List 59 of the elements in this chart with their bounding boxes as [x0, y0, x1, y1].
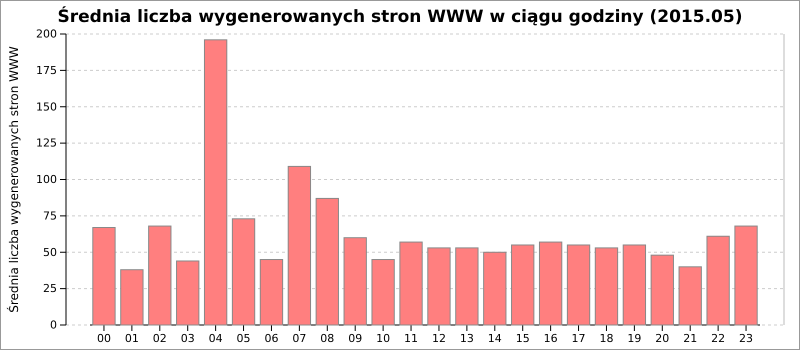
x-tick-label: 09 — [348, 332, 362, 345]
bar — [538, 242, 562, 326]
bar — [650, 254, 674, 326]
bar — [622, 244, 646, 326]
x-tick-label: 20 — [655, 332, 670, 345]
x-tick-label: 19 — [627, 332, 642, 345]
y-tick-label: 25 — [43, 282, 57, 296]
y-axis-title: Średnia liczba wygenerowanych stron WWW — [6, 46, 21, 313]
bar — [399, 242, 423, 326]
x-tick-label: 04 — [208, 332, 223, 345]
x-tick-label: 17 — [572, 332, 586, 345]
x-tick-label: 23 — [739, 332, 754, 345]
x-tick-label: 18 — [599, 332, 614, 345]
x-tick-label: 07 — [292, 332, 306, 345]
x-tick-label: 08 — [320, 332, 334, 345]
bar — [288, 166, 312, 326]
bar — [427, 247, 451, 326]
bar — [344, 237, 367, 326]
bar — [706, 236, 730, 326]
bar — [678, 266, 702, 326]
y-tick-label: 100 — [36, 173, 57, 186]
x-tick-label: 11 — [404, 332, 418, 345]
y-tick-label: 200 — [36, 28, 57, 41]
x-tick-label: 15 — [516, 332, 530, 345]
x-tick-label: 06 — [264, 332, 278, 345]
x-tick-label: 21 — [683, 332, 698, 345]
y-tick-label: 175 — [36, 64, 57, 77]
y-tick-label: 50 — [43, 246, 57, 259]
bar — [204, 39, 228, 326]
bar — [371, 259, 395, 326]
bar — [483, 252, 506, 326]
bar — [455, 247, 479, 326]
bar — [594, 247, 618, 326]
x-tick-label: 10 — [376, 332, 390, 345]
bar — [176, 260, 200, 326]
x-tick-label: 13 — [460, 332, 474, 345]
y-tick-label: 125 — [36, 136, 57, 150]
bar — [566, 244, 590, 326]
x-tick-label: 22 — [711, 332, 726, 345]
x-tick-label: 02 — [152, 332, 167, 345]
x-tick-label: 03 — [180, 332, 195, 345]
bar — [232, 218, 256, 326]
x-tick-label: 14 — [488, 332, 502, 345]
bar — [120, 269, 144, 326]
chart-title: Średnia liczba wygenerowanych stron WWW w ciągu godziny (2015.05) — [58, 6, 742, 27]
x-tick-label: 12 — [432, 332, 446, 345]
bar — [148, 226, 172, 326]
x-tick-label: 01 — [124, 332, 139, 345]
bar — [734, 226, 758, 326]
x-tick-label: 16 — [544, 332, 558, 345]
x-tick-label: 00 — [96, 332, 111, 345]
x-tick-label: 05 — [236, 332, 251, 345]
bar — [316, 198, 339, 326]
bar — [511, 244, 534, 326]
bar — [260, 259, 284, 326]
y-tick-label: 75 — [43, 209, 57, 222]
y-tick-label: 0 — [50, 318, 57, 332]
y-tick-label: 150 — [36, 100, 57, 114]
bar — [92, 227, 116, 326]
